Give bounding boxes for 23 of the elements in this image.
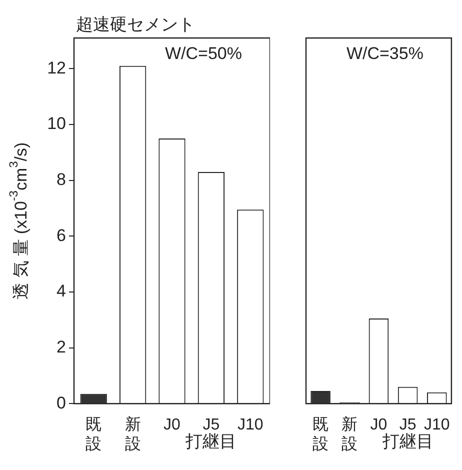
- chart-title: 超速硬セメント: [76, 15, 195, 34]
- y-tick-label: 2: [56, 337, 66, 356]
- text: 打継目: [184, 432, 237, 451]
- x-tick-label: J10: [238, 416, 264, 434]
- y-axis-title: 透 気 量 (x10-3cm3/s): [6, 142, 31, 300]
- x-tick-label: 既設: [86, 416, 102, 453]
- y-tick-label: 12: [47, 58, 66, 78]
- x-tick-label: J5: [399, 416, 416, 434]
- x-tick-label: J5: [202, 416, 220, 434]
- x-tick-label: 新設: [342, 416, 358, 453]
- annotation: W/C=35%: [346, 44, 424, 64]
- y-tick-label: 8: [56, 170, 66, 190]
- x-tick-label: 新設: [124, 416, 141, 453]
- x-tick-label: J10: [424, 416, 450, 434]
- x-tick-label: J0: [370, 416, 388, 434]
- y-tick-label: 10: [47, 114, 66, 134]
- annotation: W/C=50%: [165, 44, 242, 64]
- y-tick-label: 4: [56, 282, 66, 301]
- y-tick-label: 0: [56, 393, 66, 412]
- text: 打継目: [381, 432, 434, 451]
- x-tick-label: J0: [164, 416, 181, 434]
- x-tick-label: 既設: [312, 416, 329, 453]
- y-tick-label: 6: [56, 226, 66, 245]
